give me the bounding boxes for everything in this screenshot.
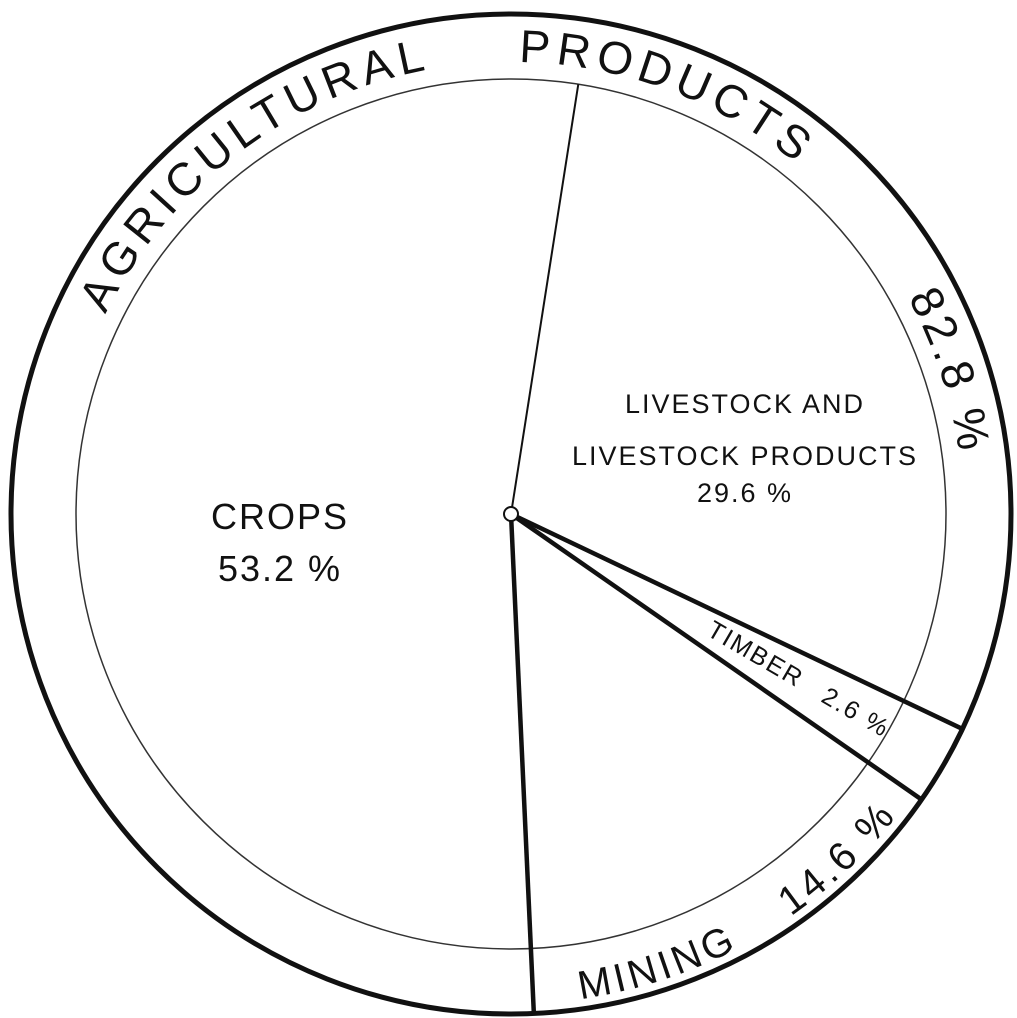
category-label: LIVESTOCK AND LIVESTOCK PRODUCTS [571,389,919,471]
center-dot [503,506,519,522]
pie-slice [511,514,963,800]
slice-border [510,84,580,515]
outer-circle [8,11,1014,1017]
pie-slice [76,79,579,949]
pie-slice [511,514,922,1014]
slice-border [508,513,537,1014]
slice-border [509,512,923,802]
value-label: 29.6 % [696,478,794,508]
value-label: 53.2 % [217,548,343,589]
pie-slice [511,84,946,701]
inner-circle [75,78,947,950]
slice-border [510,511,964,731]
category-label: CROPS [210,496,350,537]
